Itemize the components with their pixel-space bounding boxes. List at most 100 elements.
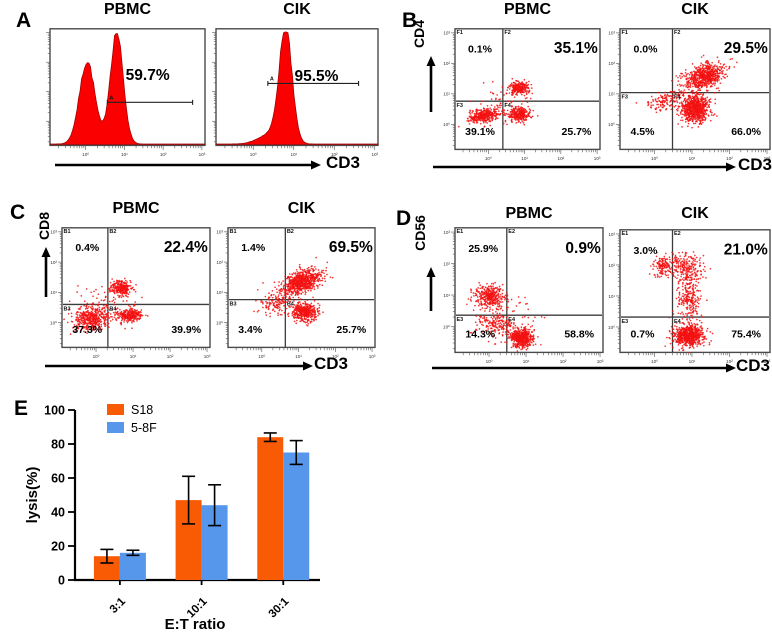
quadrant-percentage-main: 35.1% [554, 40, 598, 57]
gate-marker [267, 80, 360, 86]
panel-c-label: C [10, 201, 26, 224]
x-tick-label: 10⁰ [651, 359, 658, 364]
x-tick-label: 10³ [597, 359, 604, 364]
scatter-c-cik: 10⁰ 10¹ 10² 10³ 10⁰ 10¹ 10² 10³ B1 B2 B3 B4 1.4% 69.5… [215, 227, 377, 363]
y-tick-label: 80 [51, 438, 65, 452]
y-tick-label: 10² [608, 61, 615, 66]
gate-percentage: 59.7% [126, 67, 170, 84]
dot-cloud [466, 281, 546, 352]
bar-5-8F-3:1 [119, 552, 146, 580]
y-tick-label: 60 [51, 472, 65, 486]
panel-e-label: E [14, 397, 29, 420]
error-bar [289, 439, 303, 466]
y-axis-title: lysis(%) [24, 467, 41, 524]
quadrant-percentage: 75.4% [731, 329, 761, 341]
quadrant-id: B2 [109, 229, 116, 235]
error-bar [126, 549, 140, 557]
quadrant-percentage: 58.8% [564, 328, 594, 340]
y-tick-label: 10³ [50, 230, 57, 235]
error-bar [208, 484, 222, 527]
plot-title-c-cik: CIK [287, 200, 316, 217]
quadrant-id: E3 [622, 319, 629, 325]
histogram-a-cik: 10⁰ 10¹ 10² 10³ A 95.5% [203, 28, 380, 161]
quadrant-percentage-main: 22.4% [164, 239, 208, 256]
plot-title-d-pbmc: PBMC [505, 205, 553, 222]
panel-b-label: B [402, 9, 418, 32]
quadrant-percentage: 39.1% [465, 126, 495, 138]
y-tick-label: 10⁰ [608, 122, 615, 127]
y-tick-label: 10¹ [50, 290, 57, 295]
dot-cloud [457, 77, 539, 128]
bar-5-8F-30:1 [283, 452, 310, 580]
y-tick-label: 10² [50, 260, 57, 265]
flow-scatter-svg: 10⁰ 10¹ 10² 10³ 10⁰ 10¹ 10² 10³ F1 F2 F3 F4 0.1% 35.1… [443, 28, 601, 161]
x-tick-label: 10³ [199, 152, 206, 157]
y-tick-label: 20 [51, 540, 65, 554]
x-axis-label-cd3-a: CD3 [326, 153, 361, 172]
x-tick-label: 10¹ [523, 359, 530, 364]
gate-label: A [270, 76, 274, 82]
x-axis-label-cd3-b: CD3 [738, 155, 772, 174]
flow-scatter-svg: 10⁰ 10¹ 10² 10³ 10⁰ 10¹ 10² 10³ E1 E2 E3 E4 3.0% 21.0… [608, 229, 771, 364]
plot-title-d-cik: CIK [681, 205, 709, 222]
panel-a-label: A [16, 9, 32, 32]
gate-marker [106, 99, 194, 105]
scatter-d-cik: 10⁰ 10¹ 10² 10³ 10⁰ 10¹ 10² 10³ E1 E2 E3 E4 3.0% 21.0… [607, 229, 772, 368]
x-tick-label: 10³ [764, 156, 771, 161]
dot-cloud [253, 256, 334, 327]
plot-title-b-pbmc: PBMC [503, 1, 552, 18]
quadrant-id: E2 [674, 231, 681, 237]
x-tick-label: 10⁰ [250, 152, 257, 157]
y-tick-label: 10³ [608, 232, 615, 237]
x-tick-label: 10³ [369, 354, 376, 359]
quadrant-percentage-main: 0.9% [565, 240, 601, 257]
quadrant-percentage: 37.3% [72, 324, 102, 336]
quadrant-percentage: 1.4% [241, 242, 266, 254]
quadrant-percentage-main: 29.5% [724, 40, 768, 57]
error-bar [263, 432, 277, 443]
quadrant-id: F1 [457, 30, 463, 36]
x-tick-label: 10³ [594, 156, 601, 161]
y-tick-label: 40 [51, 506, 65, 520]
flow-scatter-svg: 10⁰ 10¹ 10² 10³ 10⁰ 10¹ 10² 10³ B1 B2 B3 B4 0.4% 22.4… [50, 227, 211, 359]
y-tick-label: 10¹ [608, 294, 615, 299]
quadrant-percentage: 25.9% [468, 243, 498, 255]
y-tick-label: 10² [608, 263, 615, 268]
histogram-curve [49, 33, 206, 145]
quadrant-percentage: 3.4% [238, 324, 263, 336]
error-bar [182, 475, 196, 525]
y-tick-label: 10⁰ [50, 320, 57, 325]
y-tick-label: 10⁰ [608, 325, 615, 330]
y-axis-arrow-d [426, 267, 436, 311]
quadrant-percentage: 0.4% [75, 242, 100, 254]
x-tick-label: 10¹ [689, 156, 696, 161]
y-tick-label: 10¹ [608, 92, 615, 97]
x-tick-label: 10⁰ [82, 152, 89, 157]
x-tick-label: 10⁰ [258, 354, 265, 359]
bar-S18-3:1 [93, 556, 120, 580]
plot-title-a-pbmc: PBMC [103, 1, 152, 18]
flow-scatter-svg: 10⁰ 10¹ 10² 10³ 10⁰ 10¹ 10² 10³ F1 F2 F3 F4 0.0% 29.5… [608, 28, 771, 161]
x-axis-arrow-b [433, 162, 736, 172]
x-tick-label: 10¹ [290, 152, 297, 157]
legend-swatch-5-8F [107, 422, 124, 433]
quadrant-percentage: 0.7% [631, 329, 656, 341]
y-tick-label: 100 [44, 404, 65, 418]
plot-title-b-cik: CIK [681, 1, 709, 18]
x-tick-label: 10² [160, 152, 167, 157]
y-tick-label: 0 [58, 574, 65, 588]
quadrant-percentage: 0.1% [468, 43, 493, 55]
quadrant-percentage-main: 21.0% [724, 241, 768, 258]
y-tick-label: 10² [443, 61, 450, 66]
x-tick-label: 10³ [371, 152, 378, 157]
quadrant-id: E4 [674, 319, 682, 325]
quadrant-id: B3 [230, 302, 237, 308]
scatter-b-pbmc: 10⁰ 10¹ 10² 10³ 10⁰ 10¹ 10² 10³ F1 F2 F3 F4 0.1% 35.1… [442, 28, 602, 165]
quadrant-percentage-main: 69.5% [329, 239, 373, 256]
panel-d-label: D [396, 207, 412, 230]
histogram-a-pbmc: 10⁰ 10¹ 10² 10³ A 59.7% [37, 28, 207, 161]
quadrant-id: F3 [622, 95, 628, 101]
quadrant-id: F2 [504, 30, 510, 36]
quadrant-percentage: 25.7% [336, 324, 366, 336]
y-tick-label: 10³ [443, 230, 450, 235]
